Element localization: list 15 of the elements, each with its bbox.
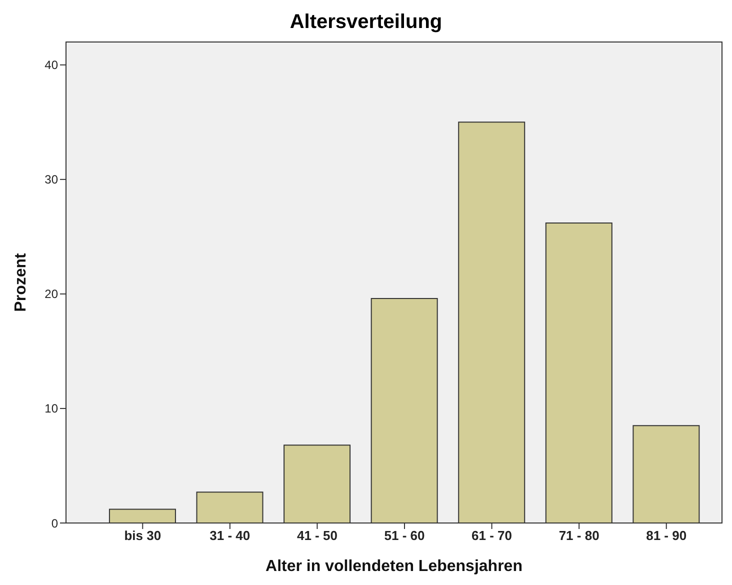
x-axis-title: Alter in vollendeten Lebensjahren (266, 558, 522, 575)
x-tick-label: 71 - 80 (558, 528, 600, 544)
x-tick-label: 61 - 70 (472, 528, 512, 544)
x-tick-label: 81 - 90 (646, 528, 687, 544)
x-tick-label: 31 - 40 (210, 528, 250, 544)
chart-title: Altersverteilung (288, 10, 444, 35)
y-tick-label: 20 (44, 287, 58, 302)
y-tick-label: 40 (44, 58, 58, 72)
y-tick-label: 0 (51, 516, 58, 530)
y-tick-label: 30 (44, 172, 58, 187)
y-tick-label: 10 (44, 402, 58, 416)
y-axis-title: Prozent (12, 252, 30, 312)
x-tick-label: bis 30 (124, 528, 162, 544)
x-tick-label: 41 - 50 (296, 528, 338, 544)
x-tick-label: 51 - 60 (384, 528, 425, 544)
